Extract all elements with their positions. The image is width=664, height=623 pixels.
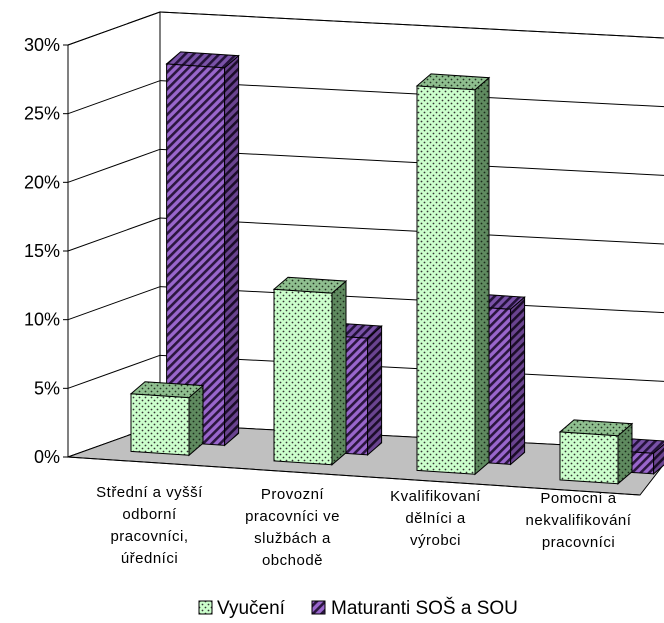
- legend-swatch-vyuceni: [198, 600, 213, 615]
- bars: [129, 51, 664, 485]
- x-category-label: výrobci: [410, 532, 461, 549]
- y-tick-label: 25%: [24, 104, 60, 124]
- x-category-label: Pomocní a: [540, 490, 616, 507]
- x-category-label: Kvalifikovaní: [390, 488, 481, 505]
- legend-label-vyuceni: Vyučení: [217, 598, 286, 619]
- x-category-label: nekvalifikování: [526, 512, 632, 529]
- gridline-back: [159, 354, 664, 382]
- bar-vyuceni-2: [415, 73, 491, 476]
- gridline-back: [159, 217, 664, 245]
- gridline-back: [159, 11, 664, 39]
- gridline-side: [67, 217, 161, 252]
- x-axis-line: [67, 456, 641, 496]
- x-category-label: úředníci: [121, 550, 178, 567]
- x-category-label: dělníci a: [405, 510, 466, 527]
- gridline-side: [67, 80, 161, 115]
- legend-swatch-maturanti: [311, 600, 326, 615]
- gridline-side: [67, 286, 161, 321]
- bar-vyuceni-1: [272, 276, 348, 466]
- gridline-side: [67, 148, 161, 183]
- x-category-label: Provozní: [261, 486, 325, 503]
- y-axis-ticks: 0% 5% 10% 15% 20% 25% 30%: [24, 35, 69, 467]
- y-tick-label: 0%: [34, 447, 60, 467]
- gridline-side: [67, 354, 161, 389]
- bar-maturanti-0: [165, 51, 240, 447]
- bar-vyuceni-3: [558, 419, 634, 485]
- y-tick-label: 20%: [24, 172, 60, 192]
- gridline-back: [159, 148, 664, 176]
- x-axis-categories: Střední a vyšší odborní pracovníci, úředníc…: [96, 484, 632, 569]
- x-category-label: obchodě: [262, 552, 323, 569]
- y-tick-label: 15%: [24, 241, 60, 261]
- y-tick-label: 30%: [24, 35, 60, 55]
- x-category-label: Střední a vyšší: [96, 484, 203, 501]
- legend: Vyučení Maturanti SOŠ a SOU: [198, 597, 518, 619]
- y-tick-label: 5%: [34, 378, 60, 398]
- x-category-label: pracovníci ve: [245, 508, 340, 525]
- y-tick-label: 10%: [24, 310, 60, 330]
- gridline-back: [159, 286, 664, 314]
- x-category-label: službách a: [254, 530, 331, 547]
- gridline-back: [159, 80, 664, 108]
- bar-vyuceni-0: [129, 381, 205, 457]
- x-category-label: pracovníci: [542, 534, 615, 551]
- x-category-label: odborní: [122, 506, 177, 523]
- gridline-side: [67, 11, 161, 46]
- x-category-label: pracovníci,: [110, 528, 188, 545]
- legend-label-maturanti: Maturanti SOŠ a SOU: [331, 597, 518, 619]
